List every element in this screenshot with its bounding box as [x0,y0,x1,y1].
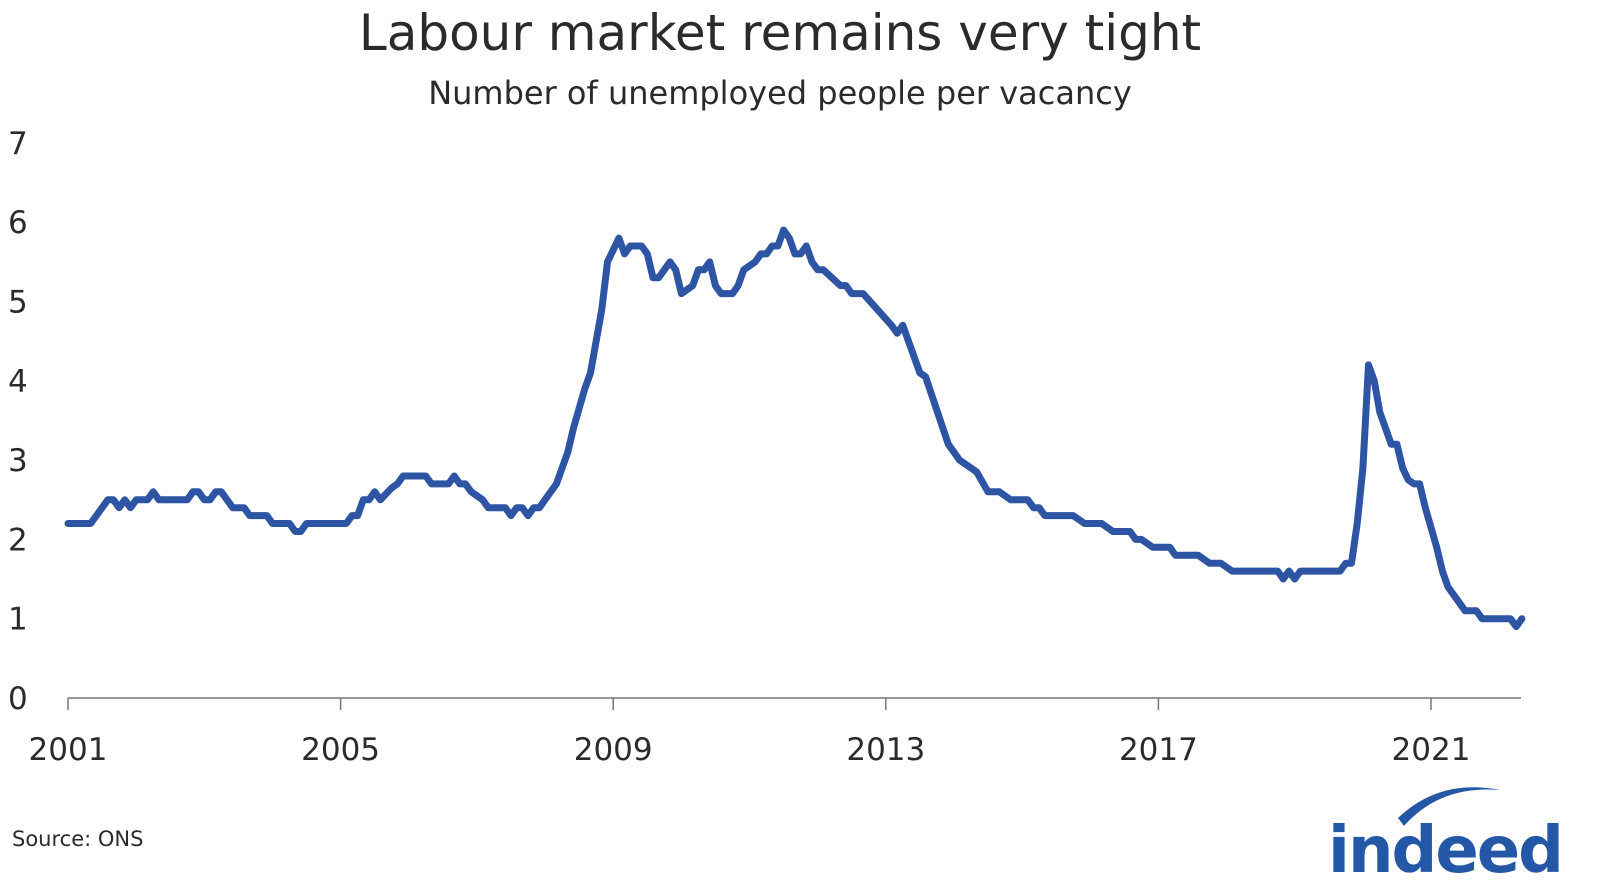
y-tick-label: 1 [8,602,28,638]
chart-subtitle: Number of unemployed people per vacancy [428,74,1132,112]
x-tick-label: 2009 [574,732,653,768]
y-tick-label: 6 [8,205,28,241]
y-tick-label: 4 [8,364,28,400]
y-axis-ticks: 0 1 2 3 4 5 6 7 [8,126,28,717]
x-axis-ticks: 2001 2005 2009 2013 2017 2021 [29,698,1471,768]
x-tick-label: 2013 [846,732,925,768]
x-tick-label: 2017 [1119,732,1198,768]
y-tick-label: 2 [8,522,28,558]
x-tick-label: 2005 [301,732,380,768]
y-tick-label: 3 [8,443,28,479]
indeed-logo: indeed [1328,787,1564,880]
series-line [64,226,1526,631]
chart-title: Labour market remains very tight [359,4,1201,62]
y-tick-label: 5 [8,285,28,321]
x-tick-label: 2001 [29,732,108,768]
y-tick-label: 7 [8,126,28,162]
svg-text:indeed: indeed [1328,814,1562,880]
logo-swoosh [1398,787,1500,826]
y-tick-label: 0 [8,681,28,717]
source-note: Source: ONS [12,827,143,851]
x-tick-label: 2021 [1392,732,1471,768]
